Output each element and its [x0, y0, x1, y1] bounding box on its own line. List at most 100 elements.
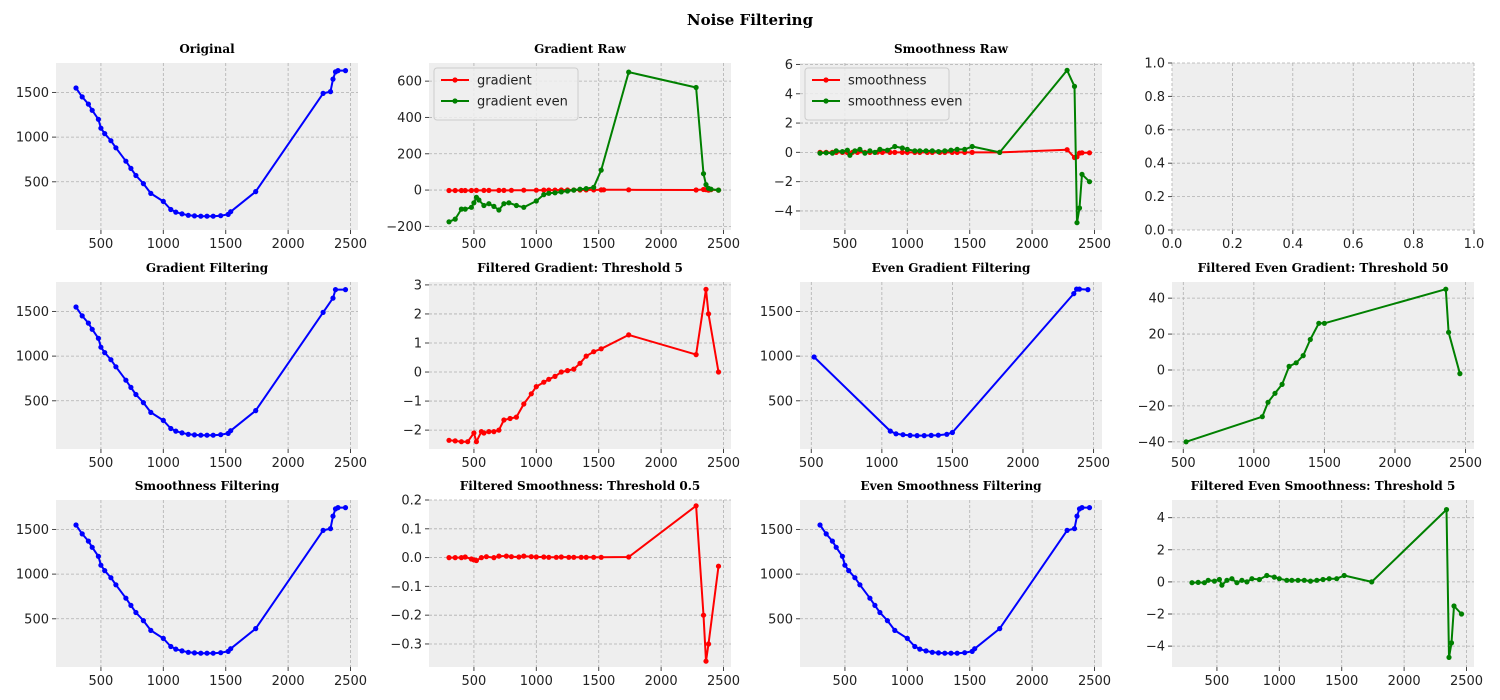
data-point [168, 425, 174, 432]
data-point [528, 391, 534, 397]
data-point [476, 197, 482, 203]
data-point [123, 595, 129, 601]
data-point [591, 184, 597, 190]
data-point [1264, 572, 1270, 579]
data-point [928, 432, 934, 438]
series-line [819, 69, 1091, 224]
data-point [446, 555, 452, 561]
data-point [95, 335, 101, 341]
data-point [1086, 179, 1093, 185]
data-point [140, 618, 146, 624]
plot-area [1172, 63, 1474, 230]
data-point [148, 627, 154, 634]
data-point [962, 146, 968, 152]
data-point [700, 612, 707, 618]
data-point [1307, 578, 1314, 584]
data-point [577, 360, 583, 366]
data-point [198, 213, 204, 219]
data-point [839, 149, 846, 155]
data-point [458, 206, 464, 212]
data-point [1443, 286, 1449, 292]
data-point [899, 149, 905, 155]
data-point [1219, 582, 1225, 588]
x-tick-label: 2500 [1078, 674, 1111, 689]
data-point [89, 107, 95, 113]
subplot-12: Filtered Even Smoothness: Threshold 5 500… [1146, 479, 1483, 689]
data-point [528, 554, 534, 560]
data-point [857, 146, 863, 152]
x-tick-label: 1000 [520, 456, 553, 471]
data-point [921, 433, 927, 439]
data-point [1239, 577, 1245, 583]
data-point [335, 68, 341, 74]
data-point [191, 650, 198, 656]
series-smoothness-even [817, 67, 1093, 226]
data-point [462, 554, 468, 560]
y-tick-label: 1500 [760, 305, 793, 320]
data-point [842, 562, 848, 568]
series-1 [817, 505, 1093, 656]
plot-area [800, 282, 1102, 449]
data-point [867, 148, 873, 154]
data-point [935, 149, 942, 155]
data-point [1086, 505, 1093, 511]
data-point [693, 187, 699, 193]
data-point [1074, 220, 1080, 226]
data-point [108, 138, 114, 144]
x-tick-label: 1000 [1263, 674, 1296, 689]
data-point [496, 207, 502, 213]
y-tick-label: 0.1 [401, 522, 422, 537]
data-point [330, 295, 336, 301]
data-point [73, 304, 79, 310]
data-point [458, 187, 464, 194]
data-point [1076, 205, 1083, 211]
y-tick-label: −200 [386, 220, 422, 235]
data-point [877, 146, 883, 152]
data-point [503, 553, 509, 559]
x-tick-label: 2500 [334, 456, 367, 471]
data-point [79, 94, 85, 100]
data-point [715, 187, 722, 193]
legend-label: gradient [477, 74, 532, 89]
data-point [1229, 576, 1235, 582]
data-point [108, 575, 114, 581]
x-tick-label: 500 [462, 456, 487, 471]
data-point [342, 68, 349, 74]
x-tick-label: 1500 [953, 237, 986, 252]
data-point [541, 554, 547, 560]
data-point [857, 582, 863, 588]
data-point [546, 376, 552, 382]
data-point [598, 346, 604, 352]
data-point [1446, 329, 1452, 335]
data-point [79, 313, 85, 319]
plot-area [56, 282, 358, 449]
subplot-title: Filtered Even Smoothness: Threshold 5 [1191, 479, 1456, 493]
series-gradient-even [446, 69, 722, 225]
data-point [626, 69, 632, 75]
subplot-3: Smoothness Raw 500 1000 1500 2000 2500 −4 −2 0 2 4… [774, 42, 1111, 252]
data-point [491, 203, 497, 209]
data-point [173, 428, 179, 434]
data-point [839, 553, 846, 559]
data-point [508, 187, 514, 193]
data-point [1244, 579, 1250, 585]
data-point [327, 526, 334, 532]
data-point [935, 432, 941, 438]
plot-area [800, 500, 1102, 667]
data-point [912, 148, 918, 154]
subplot-4: 0.0 0.2 0.4 0.6 0.8 1.0 0.0 0.2 0.4 0.6 0.8 1.0 [1144, 57, 1484, 253]
data-point [521, 187, 527, 193]
data-point [904, 635, 910, 642]
data-point [1289, 577, 1295, 583]
data-point [204, 432, 210, 438]
y-tick-label: −20 [1138, 399, 1165, 414]
x-tick-label: 2500 [334, 237, 367, 252]
data-point [1314, 577, 1320, 583]
data-point [533, 198, 539, 204]
subplot-title: Filtered Gradient: Threshold 5 [477, 261, 683, 275]
y-tick-label: −0.2 [390, 609, 422, 624]
data-point [558, 189, 564, 195]
y-tick-label: −2 [774, 175, 793, 190]
data-point [1259, 414, 1265, 420]
data-point [342, 287, 349, 293]
